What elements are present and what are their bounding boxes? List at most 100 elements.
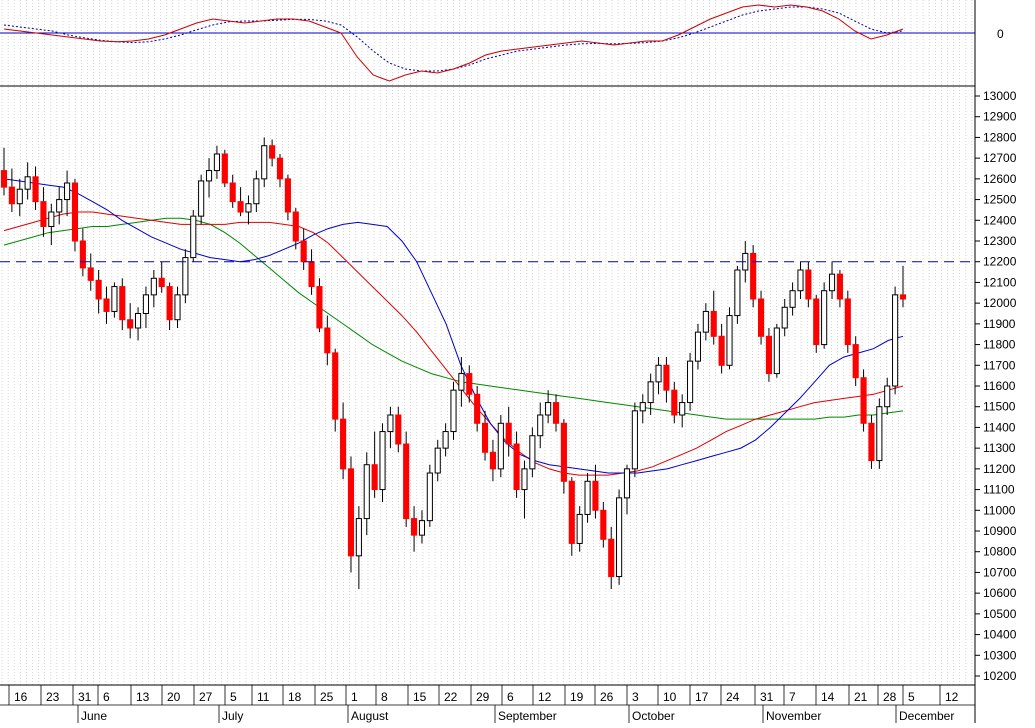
candle-body-up [734, 269, 741, 317]
candle [884, 377, 891, 415]
y-tick-label: 12300 [983, 234, 1017, 248]
week-label: 14 [821, 690, 835, 704]
y-tick-label: 10300 [983, 648, 1017, 662]
candle-body-down [663, 364, 670, 391]
month-label: August [351, 709, 389, 723]
candle [552, 394, 560, 432]
candle-body-up [631, 410, 638, 470]
candle-body-up [379, 431, 386, 491]
candle [663, 357, 670, 403]
candle-body-down [852, 344, 859, 379]
candle-body-up [418, 520, 426, 536]
candle-body-up [876, 406, 883, 462]
candle-body-down [316, 286, 323, 329]
candle [687, 352, 694, 411]
week-label: 11 [257, 690, 270, 704]
candle [639, 394, 646, 424]
y-tick-label: 13000 [983, 89, 1017, 103]
candle [537, 402, 544, 449]
candle [813, 294, 820, 353]
candle-body-down [103, 298, 110, 312]
candle-body-down [308, 261, 315, 288]
candle [111, 282, 118, 318]
candle-body-up [702, 310, 709, 333]
candle-body-up [679, 402, 686, 416]
osc-main-line [3, 4, 904, 82]
candle-body-up [828, 273, 836, 292]
y-tick-label: 11900 [983, 317, 1016, 331]
chart-frame [0, 0, 976, 723]
candle [103, 286, 110, 324]
y-tick-label: 10800 [983, 545, 1017, 559]
candle-body-down [836, 273, 843, 300]
candle-body-down [710, 310, 717, 337]
candle-body-up [529, 435, 536, 470]
candle-body-up [56, 199, 63, 213]
candle-body-up [616, 497, 623, 578]
candle-body-up [773, 327, 780, 375]
candle [32, 166, 39, 210]
candle-body-up [726, 315, 733, 366]
candle-body-up [134, 313, 142, 329]
candle [245, 195, 252, 225]
candle-body-up [639, 402, 646, 412]
candle-body-down [395, 414, 402, 445]
candle [205, 158, 213, 198]
candle-body-down [592, 480, 599, 511]
candle [750, 245, 757, 308]
candle [379, 423, 386, 502]
candle [56, 187, 63, 225]
candle-body-up [623, 468, 631, 499]
candle-body-down [347, 468, 355, 557]
week-label: 27 [199, 690, 213, 704]
candle [48, 203, 55, 246]
y-tick-label: 12000 [983, 296, 1017, 310]
candle [174, 286, 181, 328]
candle [182, 249, 189, 304]
candle-body-down [403, 443, 410, 520]
candle [347, 456, 355, 573]
candle [221, 149, 228, 188]
candle-body-up [781, 306, 788, 329]
month-label: November [766, 709, 821, 723]
week-label: 31 [760, 690, 774, 704]
candle-body-up [687, 360, 694, 404]
candle [127, 303, 134, 339]
candle [647, 373, 654, 415]
candle-body-up [497, 422, 504, 470]
y-tick-label: 11000 [983, 503, 1016, 517]
candle [340, 402, 347, 480]
candle [166, 282, 173, 331]
candlesticks [0, 137, 907, 589]
candle-body-up [253, 178, 260, 205]
candle-body-up [426, 472, 433, 522]
candle-body-down [813, 298, 820, 346]
candle [505, 406, 512, 457]
y-tick-label: 11500 [983, 400, 1016, 414]
candle [576, 506, 583, 552]
candle-body-down [237, 201, 244, 213]
candle [694, 323, 702, 370]
week-label: 20 [167, 690, 181, 704]
candle [324, 315, 331, 366]
candle-body-down [718, 335, 725, 366]
candle [371, 431, 378, 498]
osc-zero-label: 0 [997, 27, 1004, 41]
candle-body-up [576, 513, 583, 544]
candle [529, 427, 536, 478]
candle-body-down [481, 422, 489, 453]
candle-body-up [521, 468, 528, 491]
candle-body-down [805, 269, 812, 300]
candle-body-up [198, 180, 205, 217]
week-label: 6 [507, 690, 514, 704]
candle-body-down [119, 286, 126, 321]
candle [592, 464, 599, 519]
y-tick-label: 11700 [983, 358, 1016, 372]
candle [836, 270, 843, 308]
week-label: 17 [695, 690, 709, 704]
candle-body-up [537, 414, 544, 437]
price-axis: 10200 10300 10400 10500 10600 10700 10800 10900… [975, 89, 1017, 683]
candle [16, 178, 23, 217]
candle-body-down [0, 170, 8, 188]
